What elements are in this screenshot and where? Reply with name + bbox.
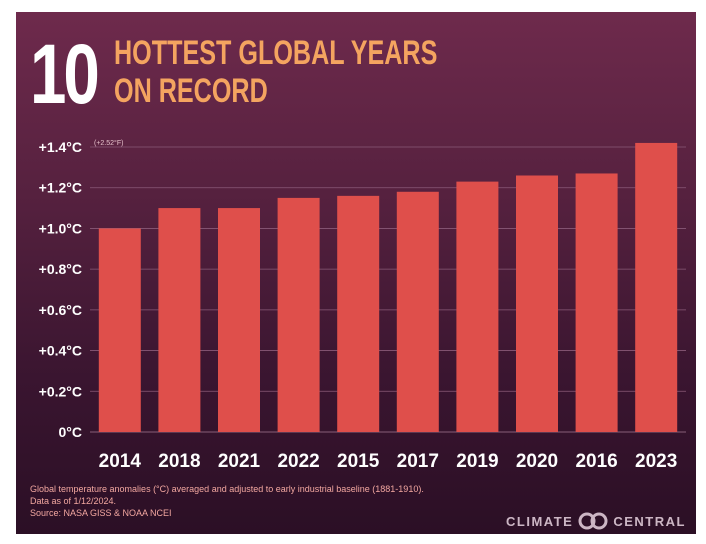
y-tick-label: +1.2°C	[39, 180, 82, 196]
bars-layer	[98, 142, 678, 432]
y-tick-label: +1.4°C	[39, 139, 82, 155]
y-tick-label: +0.2°C	[39, 383, 82, 399]
x-tick-label: 2023	[635, 451, 677, 472]
x-tick-label: 2021	[218, 451, 261, 472]
x-tick-label: 2017	[397, 451, 439, 472]
x-tick-label: 2014	[99, 451, 142, 472]
x-tick-label: 2015	[337, 451, 380, 472]
annotation-fahrenheit: (+2.52°F)	[94, 139, 123, 147]
logo-rings-icon	[578, 512, 608, 530]
logo-text-right: CENTRAL	[613, 513, 686, 529]
title-number: 10	[30, 27, 100, 121]
y-tick-label: +0.4°C	[39, 343, 82, 359]
bar-2018	[158, 208, 201, 432]
infographic-card: 10 HOTTEST GLOBAL YEARS ON RECORD 0°C +0.…	[16, 12, 696, 534]
bar-2017	[396, 191, 439, 432]
bar-2015	[337, 195, 380, 432]
x-tick-label: 2019	[456, 451, 498, 472]
y-tick-label: +1.0°C	[39, 220, 82, 236]
footnote: Global temperature anomalies (°C) averag…	[30, 483, 424, 519]
footnote-source: Source: NASA GISS & NOAA NCEI	[30, 508, 172, 518]
bar-2014	[98, 228, 141, 432]
bar-2020	[516, 175, 558, 432]
title-line-2: ON RECORD	[114, 72, 268, 110]
x-tick-label: 2018	[158, 451, 200, 472]
bar-2023	[635, 142, 678, 432]
bar-2019	[456, 181, 499, 432]
x-tick-label: 2022	[277, 451, 319, 472]
y-tick-label: +0.6°C	[39, 302, 82, 318]
climate-central-logo: CLIMATE CENTRAL	[506, 511, 686, 531]
footnote-line-1: Global temperature anomalies (°C) averag…	[30, 484, 424, 494]
logo-text-left: CLIMATE	[506, 513, 574, 529]
y-tick-label: +0.8°C	[39, 261, 82, 277]
bar-2021	[218, 208, 260, 432]
x-tick-label: 2020	[516, 451, 558, 472]
footnote-line-2: Data as of 1/12/2024.	[30, 496, 117, 506]
bar-2016	[575, 173, 618, 432]
title-line-1: HOTTEST GLOBAL YEARS	[114, 34, 438, 72]
bar-2022	[277, 197, 320, 432]
x-tick-label: 2016	[575, 451, 617, 472]
y-axis-labels: 0°C +0.2°C +0.4°C +0.6°C +0.8°C +1.0°C +1.2°C +…	[39, 139, 82, 440]
bar-chart: 0°C +0.2°C +0.4°C +0.6°C +0.8°C +1.0°C +1.2°C +…	[39, 139, 686, 472]
y-tick-label: 0°C	[59, 424, 83, 440]
x-axis-labels: 2014 2018 2021 2022 2015 2017 2019 2020 2016 2023	[99, 451, 678, 472]
